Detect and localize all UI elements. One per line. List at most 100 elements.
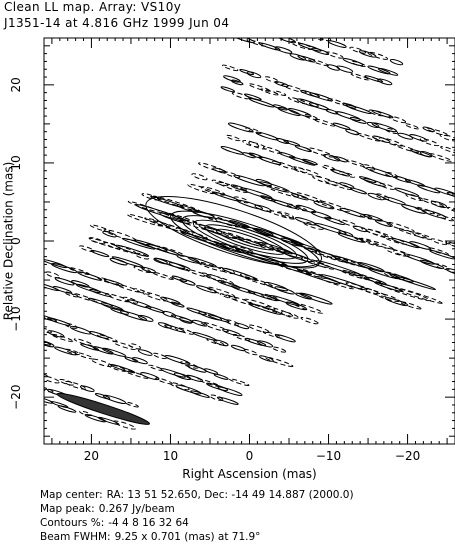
- sidelobe-contour: [272, 160, 297, 170]
- x-tick-label: 20: [84, 449, 99, 463]
- sidelobe-contour: [383, 196, 406, 205]
- core-contour: [170, 210, 320, 269]
- sidelobe-contour: [96, 334, 118, 342]
- sidelobe-contour: [263, 305, 294, 317]
- sidelobe-contour: [44, 312, 58, 322]
- sidelobe-contour: [173, 16, 186, 22]
- sidelobe-contour: [347, 271, 382, 283]
- sidelobe-contour: [317, 38, 332, 42]
- sidelobe-contour: [44, 392, 45, 401]
- sidelobe-contour: [361, 227, 387, 237]
- sidelobe-contour: [277, 107, 301, 116]
- sidelobe-contour: [150, 195, 185, 208]
- sidelobe-contour: [346, 159, 366, 167]
- sidelobe-contour: [384, 247, 409, 257]
- sidelobe-contour: [271, 346, 287, 353]
- sidelobe-contour: [168, 262, 191, 271]
- map-peak-value: 0.267 Jy/beam: [98, 503, 175, 515]
- sidelobe-contour: [206, 338, 225, 346]
- sidelobe-contour: [299, 292, 333, 305]
- sidelobe-contour: [342, 58, 364, 67]
- sidelobe-contour: [173, 372, 192, 381]
- sidelobe-contour: [375, 193, 390, 200]
- sidelobe-contour: [254, 204, 272, 213]
- sidelobe-contour: [64, 322, 78, 329]
- sidelobe-contour: [427, 247, 449, 256]
- sidelobe-contour: [109, 257, 128, 266]
- sidelobe-contour: [222, 328, 241, 337]
- sidelobe-contour: [216, 396, 239, 405]
- x-tick-label: 10: [163, 449, 178, 463]
- sidelobe-contour: [345, 128, 360, 136]
- sidelobe-contour: [201, 272, 225, 282]
- sidelobe-contour: [161, 211, 201, 225]
- sidelobe-contour: [324, 179, 353, 191]
- sidelobe-contour: [103, 229, 137, 242]
- sidelobe-contour: [296, 28, 316, 38]
- sidelobe-contour: [152, 271, 174, 280]
- sidelobe-contour: [91, 358, 113, 368]
- sidelobe-contour: [47, 330, 65, 338]
- sidelobe-contour: [233, 174, 266, 187]
- sidelobe-contour: [342, 102, 357, 109]
- sidelobe-contour: [242, 139, 260, 148]
- sidelobe-contour: [330, 168, 351, 177]
- sidelobe-contour: [258, 156, 282, 166]
- sidelobe-contour: [412, 232, 432, 240]
- sidelobe-contour: [147, 364, 164, 372]
- sidelobe-contour: [395, 276, 437, 291]
- sidelobe-contour: [248, 97, 275, 108]
- sidelobe-contour: [335, 111, 361, 121]
- sidelobe-contour: [240, 187, 273, 200]
- sidelobe-contour: [378, 137, 403, 147]
- sidelobe-contour: [429, 249, 455, 260]
- sidelobe-contour: [104, 293, 130, 303]
- sidelobe-contour: [64, 291, 79, 298]
- sidelobe-contour: [385, 221, 415, 233]
- sidelobe-contour: [358, 176, 377, 183]
- sidelobe-contour: [349, 116, 367, 124]
- sidelobe-contour: [0, 371, 8, 378]
- sidelobe-contour: [266, 209, 295, 220]
- sidelobe-contour: [367, 65, 391, 75]
- core-contour: [215, 228, 275, 251]
- sidelobe-contour: [316, 199, 351, 213]
- sidelobe-contour: [184, 7, 203, 16]
- sidelobe-contour: [350, 73, 370, 81]
- sidelobe-contour: [278, 151, 296, 159]
- sidelobe-contour: [194, 0, 216, 7]
- sidelobe-contour: [430, 238, 448, 246]
- sidelobe-contour: [208, 26, 222, 33]
- sidelobe-contour: [243, 276, 274, 287]
- sidelobe-contour: [338, 219, 358, 228]
- sidelobe-contour: [80, 343, 100, 351]
- sidelobe-contour: [127, 200, 163, 214]
- sidelobe-contour: [0, 323, 8, 334]
- sidelobe-contour: [0, 357, 11, 367]
- sidelobe-contour: [79, 410, 92, 417]
- sidelobe-contour: [125, 401, 139, 408]
- sidelobe-contour: [364, 228, 394, 240]
- sidelobe-contour: [372, 135, 391, 143]
- sidelobe-contour: [100, 302, 124, 311]
- sidelobe-contour: [278, 38, 296, 44]
- sidelobe-contour: [440, 146, 455, 154]
- sidelobe-contour: [121, 237, 156, 250]
- sidelobe-contour: [419, 138, 440, 147]
- y-tick-label: 10: [9, 155, 23, 170]
- sidelobe-contour: [153, 257, 168, 265]
- sidelobe-contour: [309, 38, 324, 41]
- sidelobe-contour: [44, 326, 52, 334]
- sidelobe-contour: [175, 2, 197, 12]
- sidelobe-contour: [111, 256, 144, 268]
- sidelobe-contour: [206, 286, 236, 298]
- sidelobe-contour: [200, 321, 229, 333]
- sidelobe-contour: [79, 385, 95, 392]
- sidelobe-contour: [246, 39, 267, 47]
- contour-layer: [0, 0, 455, 430]
- sidelobe-contour: [293, 166, 321, 177]
- sidelobe-contour: [393, 249, 410, 257]
- sidelobe-contour: [270, 199, 298, 209]
- sidelobe-contour: [124, 356, 139, 363]
- sidelobe-contour: [10, 377, 28, 386]
